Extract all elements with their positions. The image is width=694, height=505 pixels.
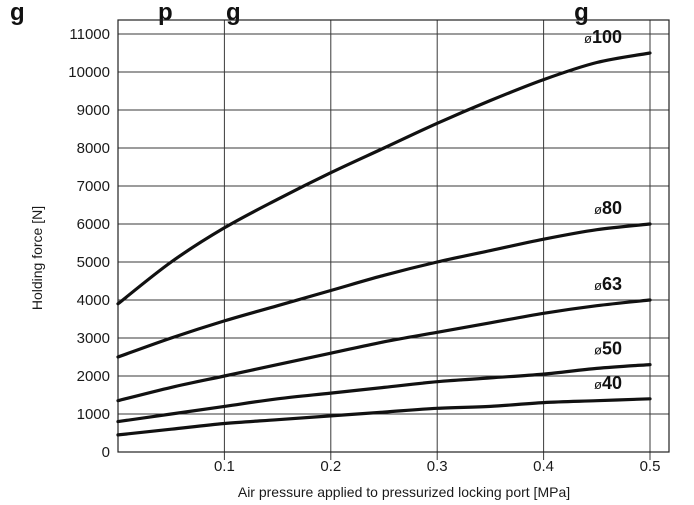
y-tick-label: 2000 (77, 368, 110, 385)
series-label-50: ø50 (594, 339, 622, 359)
series-label-value: 100 (592, 27, 622, 47)
plot-frame (117, 19, 670, 453)
x-axis-label: Air pressure applied to pressurized lock… (238, 484, 570, 500)
series-curve-40 (116, 397, 652, 437)
series-label-prefix: ø (594, 377, 602, 392)
series-label-value: 63 (602, 274, 622, 294)
y-axis-label: Holding force [N] (29, 206, 45, 310)
x-tick-label: 0.3 (427, 458, 448, 475)
y-tick-label: 8000 (77, 140, 110, 157)
series-label-63: ø63 (594, 274, 622, 294)
series-label-40: ø40 (594, 373, 622, 393)
y-tick-label: 5000 (77, 254, 110, 271)
series-label-value: 80 (602, 198, 622, 218)
series-label-prefix: ø (584, 31, 592, 46)
x-tick-labels: 0.1 0.2 0.3 0.4 0.5 (214, 458, 660, 475)
y-tick-label: 3000 (77, 330, 110, 347)
series-label-prefix: ø (594, 343, 602, 358)
series-label-80: ø80 (594, 198, 622, 218)
series-label-value: 40 (602, 373, 622, 393)
series-curve-80 (116, 222, 652, 359)
series-label-prefix: ø (594, 202, 602, 217)
y-tick-label: 6000 (77, 216, 110, 233)
grid-lines (118, 20, 669, 460)
series-label-value: 50 (602, 339, 622, 359)
x-tick-label: 0.1 (214, 458, 235, 475)
series-curve-100 (116, 51, 652, 306)
series-label-100: ø100 (584, 27, 622, 47)
series-curves (116, 51, 652, 437)
series-curve-50 (116, 363, 652, 424)
x-tick-label: 0.4 (533, 458, 554, 475)
y-tick-label: 4000 (77, 292, 110, 309)
y-tick-label: 10000 (68, 64, 110, 81)
y-tick-label: 1000 (77, 406, 110, 423)
y-tick-label: 7000 (77, 178, 110, 195)
y-tick-label: 9000 (77, 102, 110, 119)
chart-title-fragment: g p g g (10, 0, 589, 26)
x-tick-label: 0.2 (320, 458, 341, 475)
y-tick-label: 0 (102, 444, 110, 461)
y-tick-label: 11000 (69, 26, 110, 43)
x-tick-label: 0.5 (640, 458, 661, 475)
y-tick-labels: 0 1000 2000 3000 4000 5000 6000 7000 8000 9000 100… (68, 26, 110, 461)
series-curve-63 (116, 298, 652, 403)
series-label-prefix: ø (594, 278, 602, 293)
